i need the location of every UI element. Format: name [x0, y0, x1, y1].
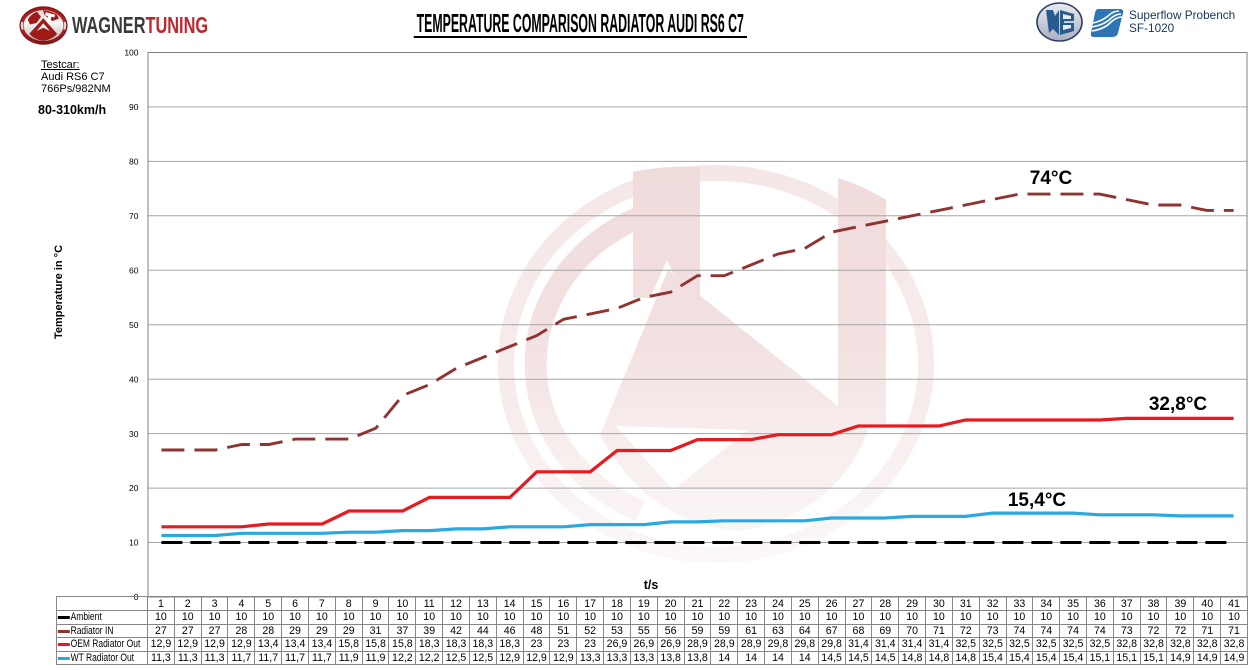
svg-text:90: 90	[129, 102, 139, 112]
svg-text:70: 70	[129, 211, 139, 221]
svg-text:t/s: t/s	[644, 578, 659, 592]
svg-text:15,4°C: 15,4°C	[1008, 490, 1067, 511]
svg-text:20: 20	[129, 483, 139, 493]
svg-text:74°C: 74°C	[1030, 168, 1073, 189]
svg-text:32,8°C: 32,8°C	[1149, 394, 1208, 415]
svg-text:100: 100	[124, 48, 138, 58]
svg-text:60: 60	[129, 265, 139, 275]
svg-text:10: 10	[129, 538, 139, 548]
svg-text:50: 50	[129, 320, 139, 330]
svg-text:40: 40	[129, 374, 139, 384]
svg-text:80: 80	[129, 157, 139, 167]
svg-text:30: 30	[129, 429, 139, 439]
